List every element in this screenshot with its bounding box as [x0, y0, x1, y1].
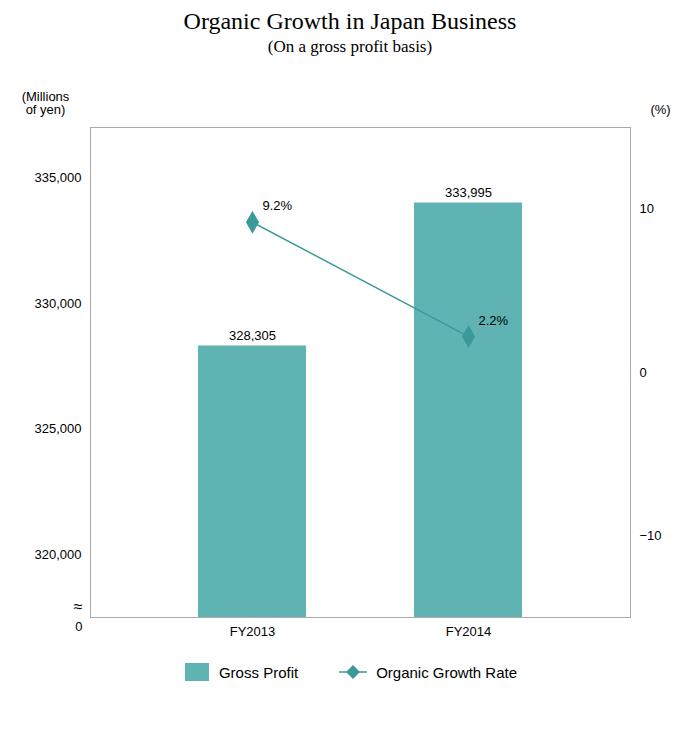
svg-text:320,000: 320,000	[35, 547, 82, 562]
svg-text:0: 0	[75, 619, 82, 634]
html-text:(On a gross profit basis): (On a gross profit basis)	[267, 37, 433, 56]
svg-text:9.2%: 9.2%	[263, 198, 293, 213]
svg-text:FY2014: FY2014	[446, 624, 492, 639]
svg-text:FY2013: FY2013	[230, 624, 276, 639]
html-text:Organic Growth in Japan Busine: Organic Growth in Japan Business	[183, 8, 517, 34]
svg-text:−10: −10	[640, 528, 662, 543]
svg-text:(%): (%)	[650, 102, 670, 117]
svg-text:325,000: 325,000	[35, 421, 82, 436]
svg-text:2.2%: 2.2%	[479, 313, 509, 328]
html-text:Organic Growth Rate: Organic Growth Rate	[376, 663, 517, 681]
svg-text:330,000: 330,000	[35, 296, 82, 311]
svg-text:333,995: 333,995	[445, 185, 492, 200]
svg-text:(Millionsof yen): (Millionsof yen)	[22, 89, 70, 117]
svg-text:10: 10	[640, 201, 654, 216]
html-text:Gross Profit: Gross Profit	[219, 663, 299, 681]
svg-text:≈: ≈	[74, 598, 83, 615]
svg-text:335,000: 335,000	[35, 170, 82, 185]
svg-text:328,305: 328,305	[229, 328, 276, 343]
svg-text:0: 0	[640, 365, 647, 380]
